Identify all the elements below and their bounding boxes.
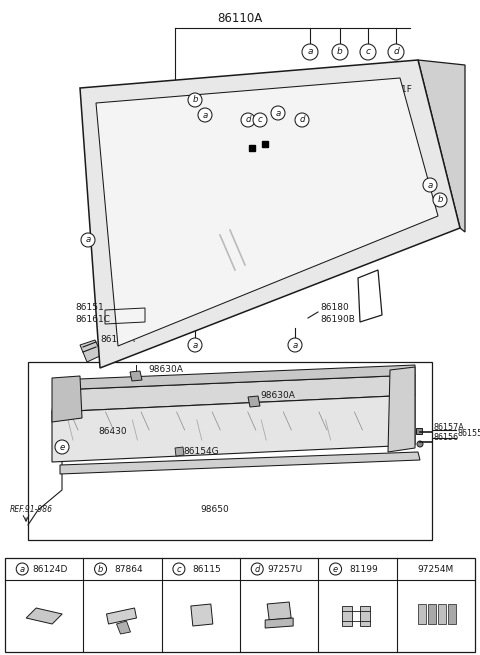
Text: 86131F: 86131F [378,86,412,94]
Text: 81199: 81199 [349,565,378,574]
Text: 86150A: 86150A [100,335,135,345]
Text: 86124D: 86124D [33,565,68,574]
Polygon shape [267,602,291,620]
Text: 86151: 86151 [75,303,104,312]
Text: b: b [437,195,443,204]
Text: d: d [245,115,251,124]
Circle shape [388,44,404,60]
Text: 98630A: 98630A [260,390,295,400]
Text: d: d [393,48,399,56]
Text: 86156: 86156 [434,434,459,443]
Circle shape [251,563,263,575]
Circle shape [81,233,95,247]
Text: b: b [337,48,343,56]
Circle shape [332,44,348,60]
Polygon shape [117,621,131,634]
Circle shape [288,338,302,352]
Circle shape [95,563,107,575]
Text: 98650: 98650 [201,506,229,514]
Circle shape [16,563,28,575]
Polygon shape [388,367,415,452]
Text: 86161C: 86161C [75,316,110,324]
Polygon shape [175,447,184,456]
Text: 86430: 86430 [98,428,127,436]
Text: 86157A: 86157A [434,422,465,432]
Text: c: c [258,115,263,124]
Text: 86110A: 86110A [217,12,263,24]
Polygon shape [80,60,460,368]
Text: a: a [85,236,91,244]
Circle shape [241,113,255,127]
Bar [416,428,422,434]
Polygon shape [52,395,415,462]
Text: d: d [299,115,305,124]
Text: 98630A: 98630A [148,365,183,375]
Text: a: a [20,565,25,574]
Polygon shape [360,606,370,626]
Text: 97254M: 97254M [418,565,454,574]
Text: a: a [203,111,208,119]
Circle shape [198,108,212,122]
Polygon shape [96,78,438,346]
Circle shape [330,563,342,575]
Text: c: c [177,565,181,574]
Text: a: a [292,341,298,350]
Polygon shape [107,608,136,624]
Circle shape [271,106,285,120]
Polygon shape [265,618,293,628]
Polygon shape [55,365,415,390]
Text: 87864: 87864 [114,565,143,574]
Polygon shape [418,60,465,232]
Polygon shape [191,604,213,626]
Circle shape [417,441,423,447]
Polygon shape [248,396,260,407]
Circle shape [188,338,202,352]
Text: a: a [307,48,313,56]
Circle shape [188,93,202,107]
Text: d: d [254,565,260,574]
Text: a: a [276,109,281,117]
Circle shape [302,44,318,60]
Text: REF.91-986: REF.91-986 [10,506,53,514]
Polygon shape [60,452,420,474]
Polygon shape [130,371,142,381]
Circle shape [55,440,69,454]
Circle shape [295,113,309,127]
Text: e: e [60,443,65,451]
Text: 86155: 86155 [458,428,480,438]
Text: 97257U: 97257U [268,565,303,574]
Text: 86180: 86180 [320,303,349,312]
Polygon shape [438,604,446,624]
Text: 86190B: 86190B [320,316,355,324]
Circle shape [423,178,437,192]
Polygon shape [448,604,456,624]
Bar [28,362,432,540]
Polygon shape [80,340,102,362]
Polygon shape [428,604,436,624]
Text: a: a [192,341,198,350]
Circle shape [360,44,376,60]
Text: b: b [192,96,198,105]
Text: c: c [365,48,371,56]
Text: b: b [98,565,103,574]
Circle shape [253,113,267,127]
Circle shape [173,563,185,575]
Text: 86154G: 86154G [183,447,218,457]
Bar [5,558,475,652]
Text: a: a [427,181,432,189]
Text: 86115: 86115 [193,565,221,574]
Polygon shape [26,608,62,624]
Polygon shape [52,375,415,412]
Circle shape [433,193,447,207]
Polygon shape [418,604,426,624]
Polygon shape [341,606,351,626]
Polygon shape [52,376,82,422]
Text: e: e [333,565,338,574]
